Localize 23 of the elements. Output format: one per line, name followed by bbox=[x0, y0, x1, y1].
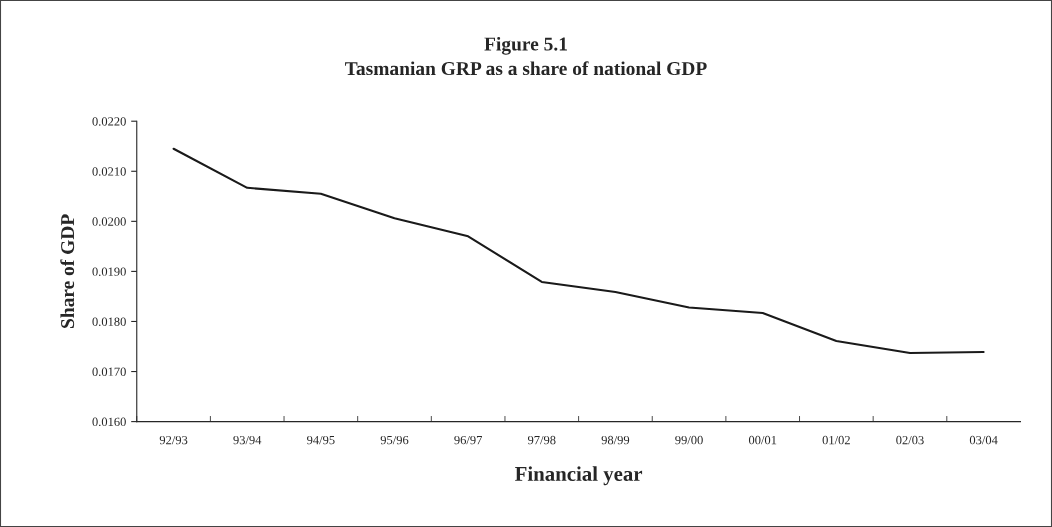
x-tick-label: 93/94 bbox=[233, 435, 262, 445]
x-tick-label: 92/93 bbox=[159, 435, 188, 445]
x-tick-label: 03/04 bbox=[969, 435, 998, 445]
y-tick-label: 0.0180 bbox=[92, 317, 126, 326]
y-tick-label: 0.0200 bbox=[92, 217, 126, 226]
y-tick-label: 0.0220 bbox=[92, 117, 126, 126]
x-tick-label: 95/96 bbox=[380, 435, 409, 445]
x-tick-label: 01/02 bbox=[822, 435, 850, 445]
y-tick-label: 0.0160 bbox=[92, 417, 126, 427]
y-tick-label: 0.0190 bbox=[92, 267, 126, 276]
x-tick-label: 96/97 bbox=[454, 435, 483, 445]
y-tick-label: 0.0170 bbox=[92, 367, 126, 377]
x-axis-title: Financial year bbox=[515, 466, 643, 486]
y-axis-title: Share of GDP bbox=[60, 214, 75, 328]
x-tick-label: 99/00 bbox=[675, 435, 703, 445]
x-tick-label: 94/95 bbox=[307, 435, 335, 445]
line-series bbox=[172, 147, 985, 355]
x-tick-label: 00/01 bbox=[748, 435, 777, 445]
x-tick-label: 98/99 bbox=[601, 435, 630, 445]
chart-title: Figure 5.1 Tasmanian GRP as a share of national GDP bbox=[345, 36, 707, 76]
x-tick-label: 97/98 bbox=[527, 435, 556, 445]
y-tick-label: 0.0210 bbox=[92, 167, 126, 176]
x-tick-label: 02/03 bbox=[896, 435, 924, 445]
